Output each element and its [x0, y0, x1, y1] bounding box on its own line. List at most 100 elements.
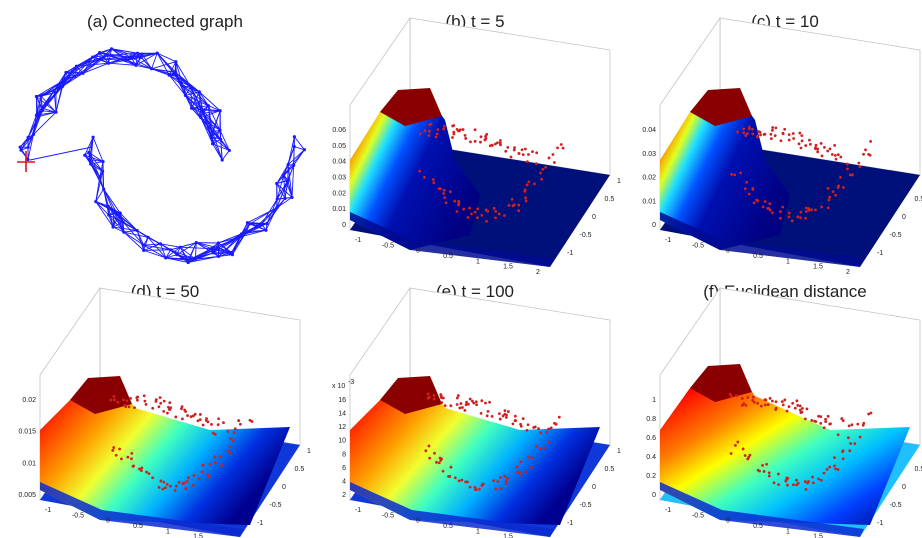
- data-point: [756, 468, 760, 472]
- z-tick-label: 0.04: [332, 159, 346, 166]
- graph-edge: [195, 255, 219, 260]
- z-tick-label: 0.01: [332, 206, 346, 213]
- data-point: [867, 412, 871, 416]
- data-point: [744, 403, 748, 407]
- graph-node: [106, 61, 111, 65]
- graph-node: [189, 85, 193, 89]
- graph-node: [292, 145, 296, 149]
- data-point: [164, 486, 167, 489]
- data-point: [216, 423, 220, 427]
- data-point: [734, 394, 738, 398]
- data-point: [736, 440, 740, 444]
- data-point: [431, 178, 435, 181]
- data-point: [423, 175, 426, 179]
- data-point: [198, 418, 202, 422]
- data-point: [228, 445, 232, 449]
- graph-node: [216, 246, 220, 250]
- graph-node: [174, 74, 179, 78]
- surface-front-edge: [660, 212, 864, 267]
- data-point: [828, 147, 832, 151]
- data-point: [527, 455, 530, 459]
- data-point: [751, 132, 755, 136]
- graph-edge: [40, 95, 57, 113]
- data-point: [774, 126, 778, 130]
- data-point: [232, 431, 236, 434]
- z-tick-label: 0.6: [646, 435, 656, 442]
- data-point: [439, 187, 442, 191]
- data-point: [804, 216, 808, 220]
- data-point: [535, 444, 538, 448]
- data-point: [841, 450, 845, 454]
- data-point: [538, 447, 542, 451]
- data-point: [189, 415, 193, 419]
- data-point: [206, 473, 210, 477]
- data-point: [470, 212, 473, 216]
- graph-edge: [180, 242, 197, 248]
- data-point: [791, 401, 795, 405]
- graph-node: [102, 187, 106, 191]
- graph-edge: [107, 54, 132, 58]
- data-point: [444, 201, 448, 205]
- data-point: [205, 417, 208, 420]
- z-tick-label: 0.03: [332, 175, 346, 182]
- graph-edge: [165, 254, 177, 259]
- graph-edge: [198, 91, 202, 118]
- data-point: [853, 442, 857, 446]
- data-point: [523, 190, 527, 193]
- data-point: [456, 394, 460, 397]
- data-point: [490, 414, 494, 418]
- y-tick-label: 0: [282, 484, 286, 491]
- x-tick-label: 0: [726, 518, 730, 525]
- graph-node: [244, 230, 249, 234]
- data-point: [476, 207, 480, 211]
- data-point: [449, 404, 453, 408]
- surface-panel-c: 00.010.020.030.04-1-0.500.511.5210.50-0.…: [642, 16, 922, 276]
- data-point: [180, 405, 184, 409]
- graph-node: [178, 245, 182, 249]
- graph-node: [121, 220, 125, 224]
- surface-peak: [380, 376, 442, 414]
- data-point: [448, 190, 452, 194]
- graph-edge: [291, 165, 295, 198]
- graph-node: [109, 47, 114, 51]
- data-point: [481, 482, 485, 486]
- z-tick-label: 0.005: [18, 492, 36, 499]
- data-point: [473, 139, 477, 143]
- graph-node: [248, 222, 252, 226]
- graph-node: [255, 224, 259, 228]
- data-point: [779, 216, 782, 220]
- graph-node: [54, 110, 58, 114]
- data-point: [118, 447, 121, 451]
- graph-edge: [283, 174, 293, 198]
- data-point: [226, 449, 230, 453]
- graph-node: [112, 209, 116, 213]
- graph-node: [73, 74, 77, 79]
- graph-edge: [143, 249, 171, 251]
- graph-edge: [72, 70, 84, 74]
- graph-edge: [108, 56, 132, 64]
- graph-edge: [160, 243, 181, 248]
- graph-edge: [175, 61, 184, 87]
- data-point: [814, 208, 817, 212]
- data-point: [492, 206, 496, 210]
- data-point: [458, 128, 462, 132]
- data-point: [418, 169, 422, 173]
- graph-node: [64, 70, 68, 75]
- data-point: [763, 403, 767, 407]
- data-point: [764, 398, 768, 402]
- data-point: [466, 480, 469, 484]
- data-point: [507, 410, 510, 413]
- data-point: [113, 398, 116, 402]
- data-point: [828, 195, 832, 199]
- x-tick-label: -1: [45, 507, 51, 514]
- graph-node: [122, 230, 126, 234]
- data-point: [729, 452, 733, 455]
- data-point: [833, 456, 836, 460]
- y-tick-label: 0: [592, 214, 596, 221]
- data-point: [457, 479, 461, 483]
- data-points: [109, 394, 254, 492]
- data-point: [820, 205, 823, 209]
- graph-node: [135, 228, 139, 233]
- data-point: [817, 414, 820, 418]
- data-point: [111, 449, 115, 452]
